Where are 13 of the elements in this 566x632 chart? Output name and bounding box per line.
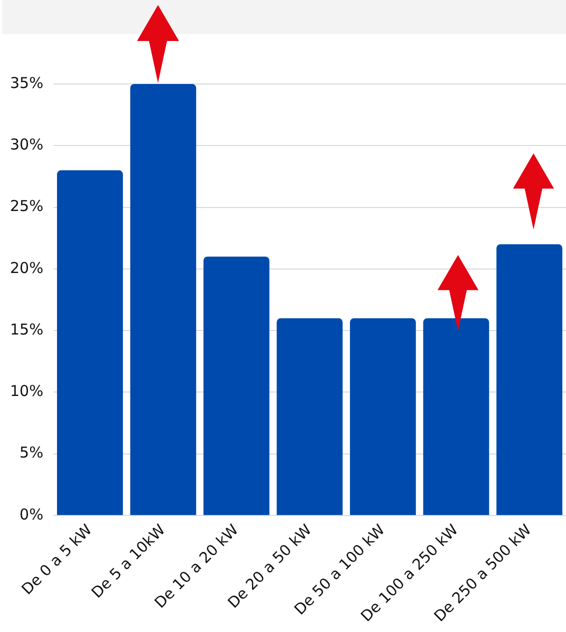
- y-tick-label: 10%: [10, 382, 44, 400]
- y-tick-label: 30%: [10, 136, 44, 154]
- bar: [57, 170, 123, 515]
- bar: [350, 318, 416, 515]
- y-tick-label: 15%: [10, 320, 44, 338]
- y-tick-label: 35%: [10, 74, 44, 92]
- bar: [496, 244, 562, 515]
- y-tick-label: 25%: [10, 197, 44, 216]
- bar: [203, 256, 270, 515]
- y-tick-label: 0%: [20, 505, 44, 524]
- bar: [276, 318, 343, 515]
- y-tick-label: 5%: [20, 444, 44, 462]
- y-tick-label: 20%: [10, 258, 44, 277]
